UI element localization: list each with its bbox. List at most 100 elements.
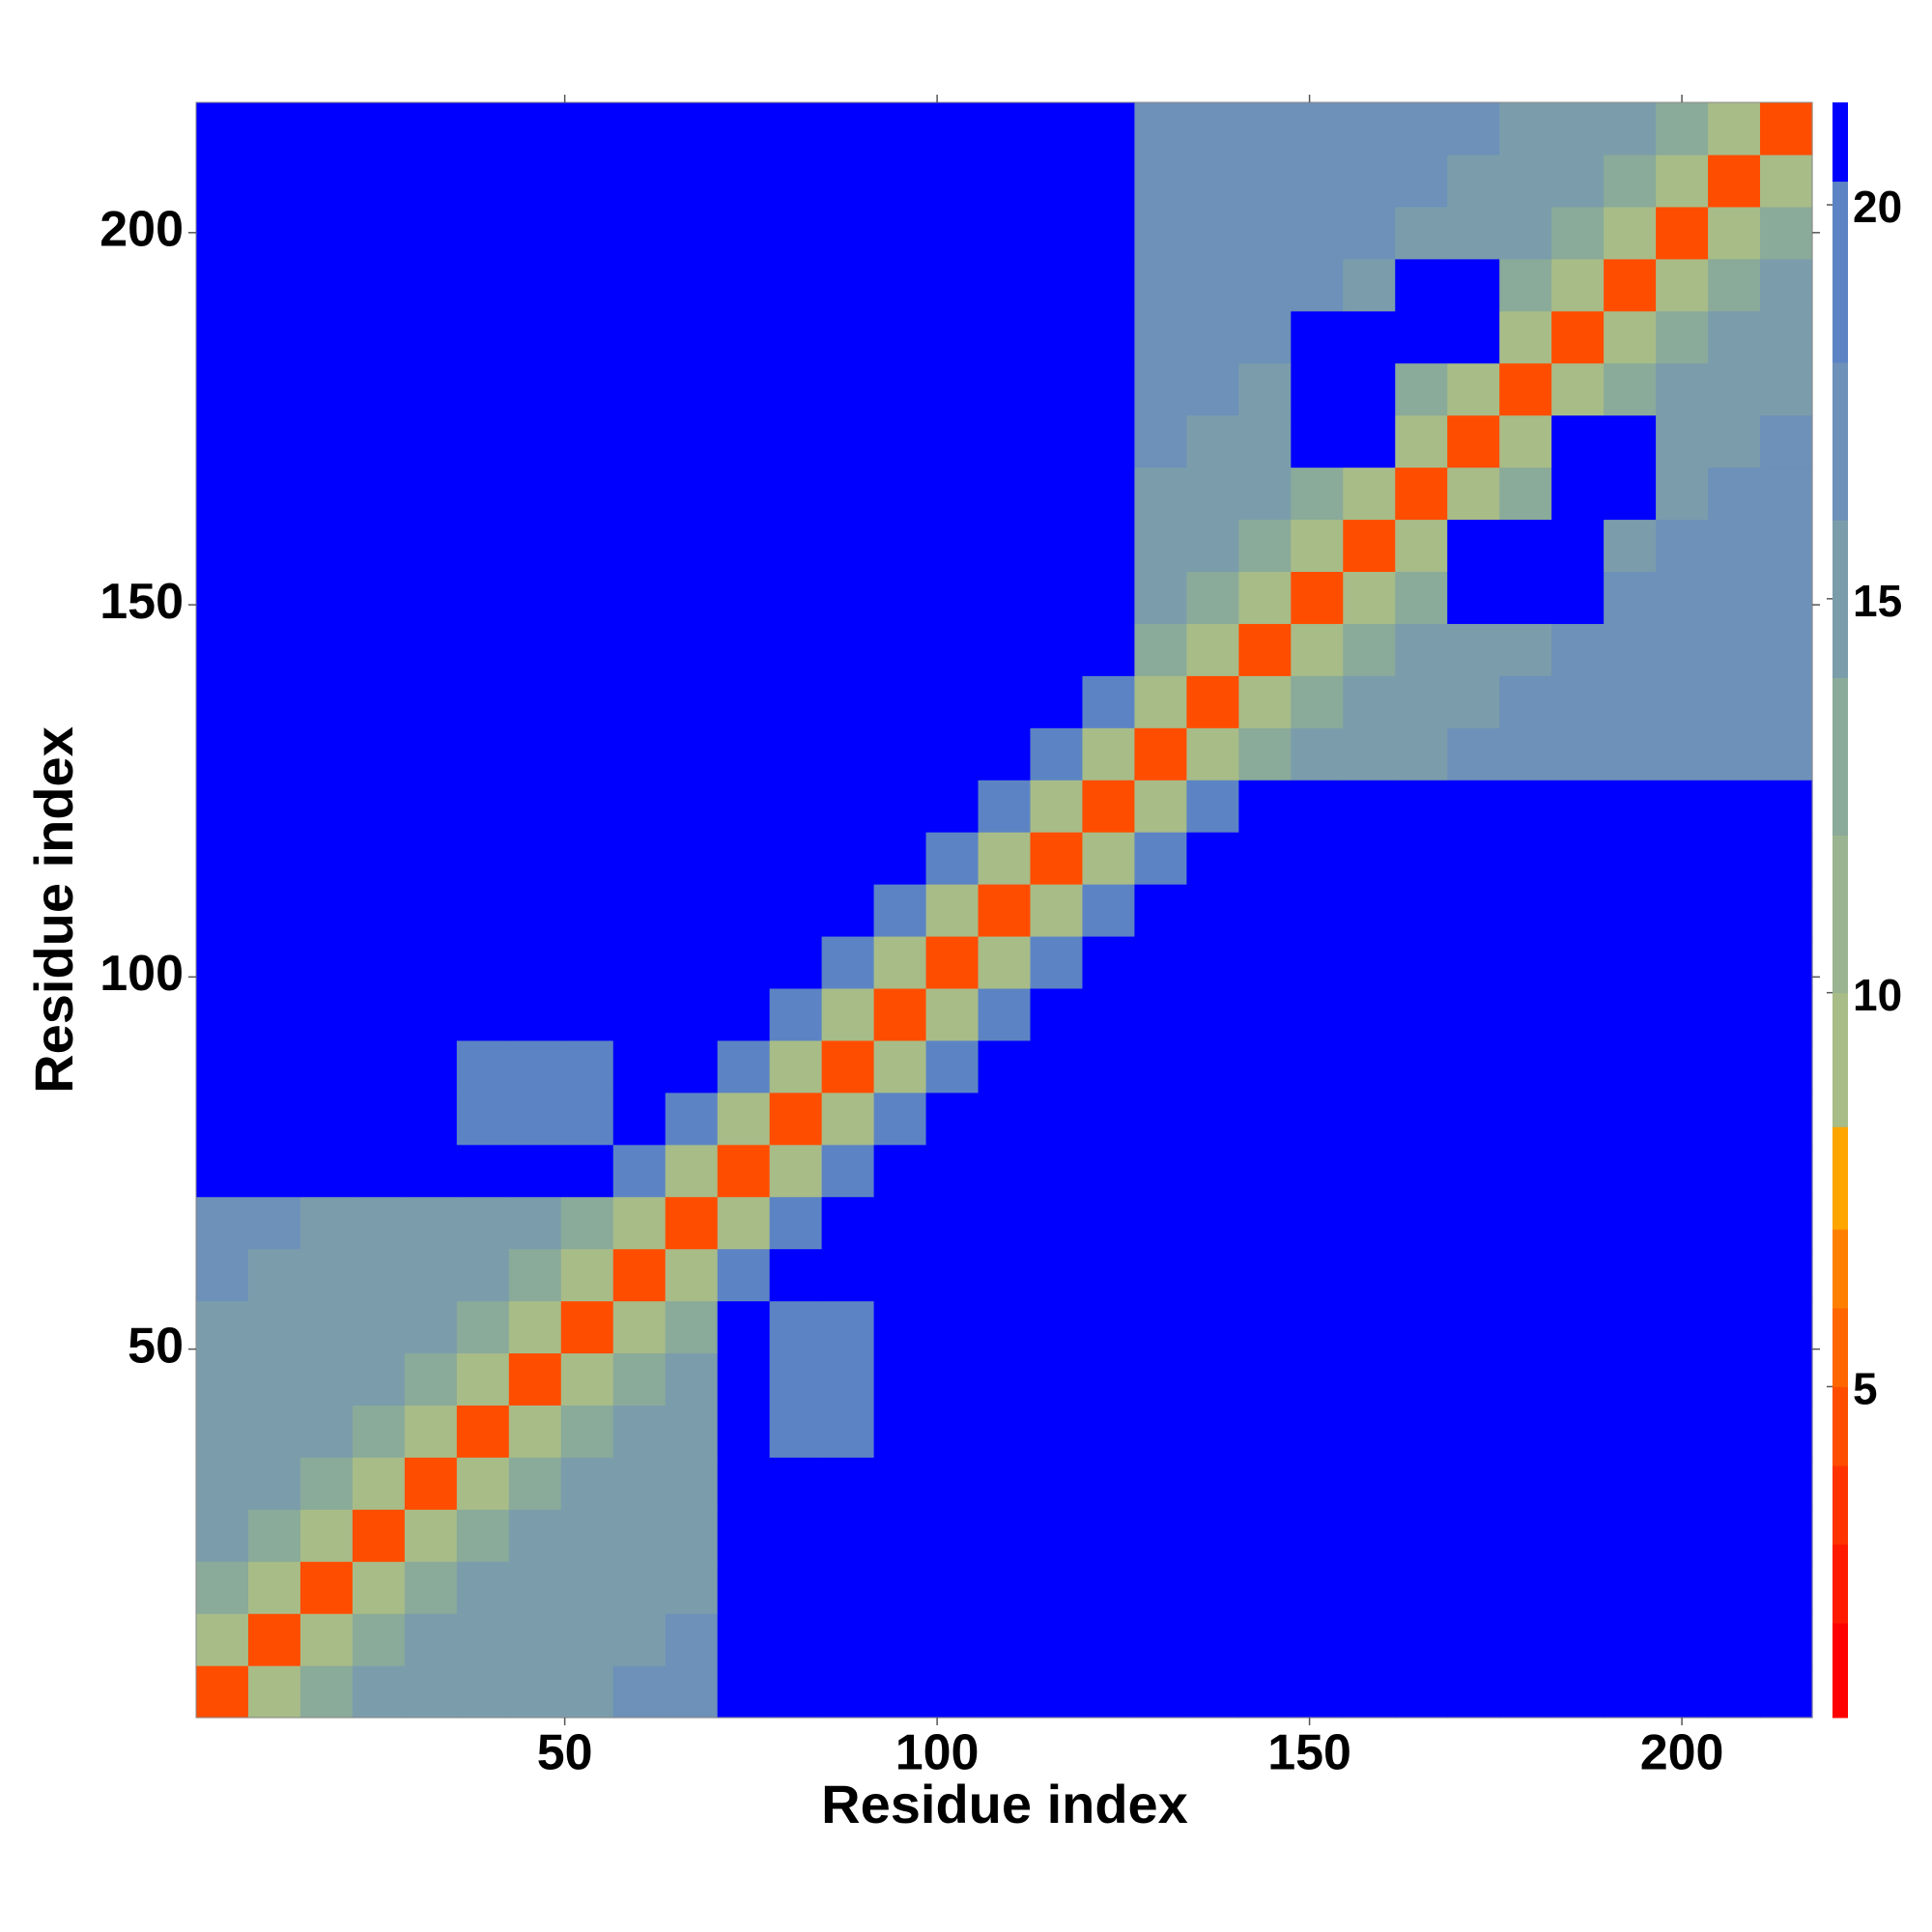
heatmap-cell xyxy=(247,727,301,781)
heatmap-cell xyxy=(1343,623,1396,676)
heatmap-cell xyxy=(1656,935,1709,989)
heatmap-cell xyxy=(1395,1248,1448,1302)
heatmap-cell xyxy=(769,206,823,260)
heatmap-cell xyxy=(717,1457,771,1510)
heatmap-cell xyxy=(1447,258,1500,312)
heatmap-cell xyxy=(978,1300,1032,1354)
heatmap-cell xyxy=(978,310,1032,364)
heatmap-cell xyxy=(1447,832,1500,885)
heatmap-cell xyxy=(1291,414,1344,469)
heatmap-cell xyxy=(1760,675,1813,728)
heatmap-cell xyxy=(873,935,927,989)
heatmap-cell xyxy=(1551,102,1605,156)
heatmap-cell xyxy=(508,310,562,364)
heatmap-cell xyxy=(1291,154,1344,208)
heatmap-cell xyxy=(1447,1509,1500,1562)
heatmap-cell xyxy=(1656,780,1709,833)
heatmap-cell xyxy=(1708,206,1761,260)
heatmap-cell xyxy=(352,1248,406,1302)
heatmap-cell xyxy=(1499,1561,1552,1614)
heatmap-cell xyxy=(769,571,823,624)
heatmap-cell xyxy=(1082,154,1136,208)
heatmap-cell xyxy=(769,102,823,156)
heatmap-cell xyxy=(925,206,980,260)
heatmap-cell xyxy=(1708,1300,1761,1354)
heatmap-cell xyxy=(247,1665,301,1719)
heatmap-cell xyxy=(717,154,771,208)
heatmap-cell xyxy=(1134,467,1187,521)
heatmap-cell xyxy=(1291,258,1344,312)
heatmap-cell xyxy=(1551,258,1605,312)
heatmap-cell xyxy=(769,727,823,781)
heatmap-cell xyxy=(560,1405,614,1458)
heatmap-cell xyxy=(1082,623,1136,676)
heatmap-cell xyxy=(508,467,562,521)
heatmap-cell xyxy=(299,1665,354,1719)
heatmap-cell xyxy=(1499,935,1552,989)
heatmap-cell xyxy=(1760,571,1813,624)
heatmap-cell xyxy=(769,935,823,989)
heatmap-cell xyxy=(1343,1613,1396,1666)
colorbar-segment xyxy=(1833,1465,1848,1546)
heatmap-cell xyxy=(769,1039,823,1094)
heatmap-cell xyxy=(1395,154,1448,208)
heatmap-cell xyxy=(560,310,614,364)
heatmap-cell xyxy=(717,780,771,833)
heatmap-cell xyxy=(665,1092,719,1146)
heatmap-cell xyxy=(404,623,458,676)
heatmap-cell xyxy=(1551,1665,1605,1719)
heatmap-cell xyxy=(1604,935,1657,989)
heatmap-cell xyxy=(196,727,249,781)
heatmap-cell xyxy=(1186,780,1239,833)
heatmap-cell xyxy=(1343,519,1396,573)
heatmap-cell xyxy=(1708,1248,1761,1302)
heatmap-cell xyxy=(1708,258,1761,312)
heatmap-cell xyxy=(560,935,614,989)
heatmap-cell xyxy=(978,1613,1032,1666)
heatmap-cell xyxy=(925,1613,980,1666)
heatmap-cell xyxy=(1343,154,1396,208)
heatmap-cell xyxy=(299,987,354,1041)
heatmap-cell xyxy=(1082,467,1136,521)
heatmap-cell xyxy=(196,675,249,728)
heatmap-cell xyxy=(1082,414,1136,469)
heatmap-cell xyxy=(196,1248,249,1302)
heatmap-cell xyxy=(1708,1405,1761,1458)
heatmap-cell xyxy=(1238,519,1292,573)
heatmap-cell xyxy=(717,623,771,676)
heatmap-cell xyxy=(612,987,667,1041)
heatmap-cell xyxy=(299,467,354,521)
heatmap-cell xyxy=(769,1457,823,1510)
heatmap-cell xyxy=(1134,102,1187,156)
heatmap-cell xyxy=(560,571,614,624)
heatmap-cell xyxy=(1760,414,1813,469)
y-tick-label: 100 xyxy=(99,946,184,1002)
heatmap-cell xyxy=(1343,467,1396,521)
heatmap-cell xyxy=(1395,362,1448,416)
heatmap-cell xyxy=(1186,1248,1239,1302)
heatmap-cell xyxy=(821,1144,875,1198)
heatmap-cell xyxy=(1499,675,1552,728)
heatmap-cell xyxy=(508,675,562,728)
heatmap-cell xyxy=(612,1300,667,1354)
heatmap-cell xyxy=(1656,1352,1709,1406)
heatmap-cell xyxy=(196,1196,249,1250)
heatmap-cell xyxy=(1604,1039,1657,1094)
heatmap-cell xyxy=(1760,1248,1813,1302)
heatmap-cell xyxy=(1447,623,1500,676)
heatmap-cell xyxy=(247,1092,301,1146)
heatmap-cell xyxy=(925,1405,980,1458)
heatmap-cell xyxy=(1708,884,1761,937)
heatmap-cell xyxy=(352,154,406,208)
heatmap-cell xyxy=(1238,102,1292,156)
heatmap-cell xyxy=(1656,1196,1709,1250)
heatmap-cell xyxy=(1395,1457,1448,1510)
heatmap-cell xyxy=(873,884,927,937)
heatmap-cell xyxy=(508,1092,562,1146)
heatmap-cell xyxy=(665,675,719,728)
heatmap-cell xyxy=(925,623,980,676)
heatmap-cell xyxy=(1708,310,1761,364)
heatmap-cell xyxy=(821,675,875,728)
heatmap-cell xyxy=(1447,1144,1500,1198)
heatmap-cell xyxy=(1499,780,1552,833)
